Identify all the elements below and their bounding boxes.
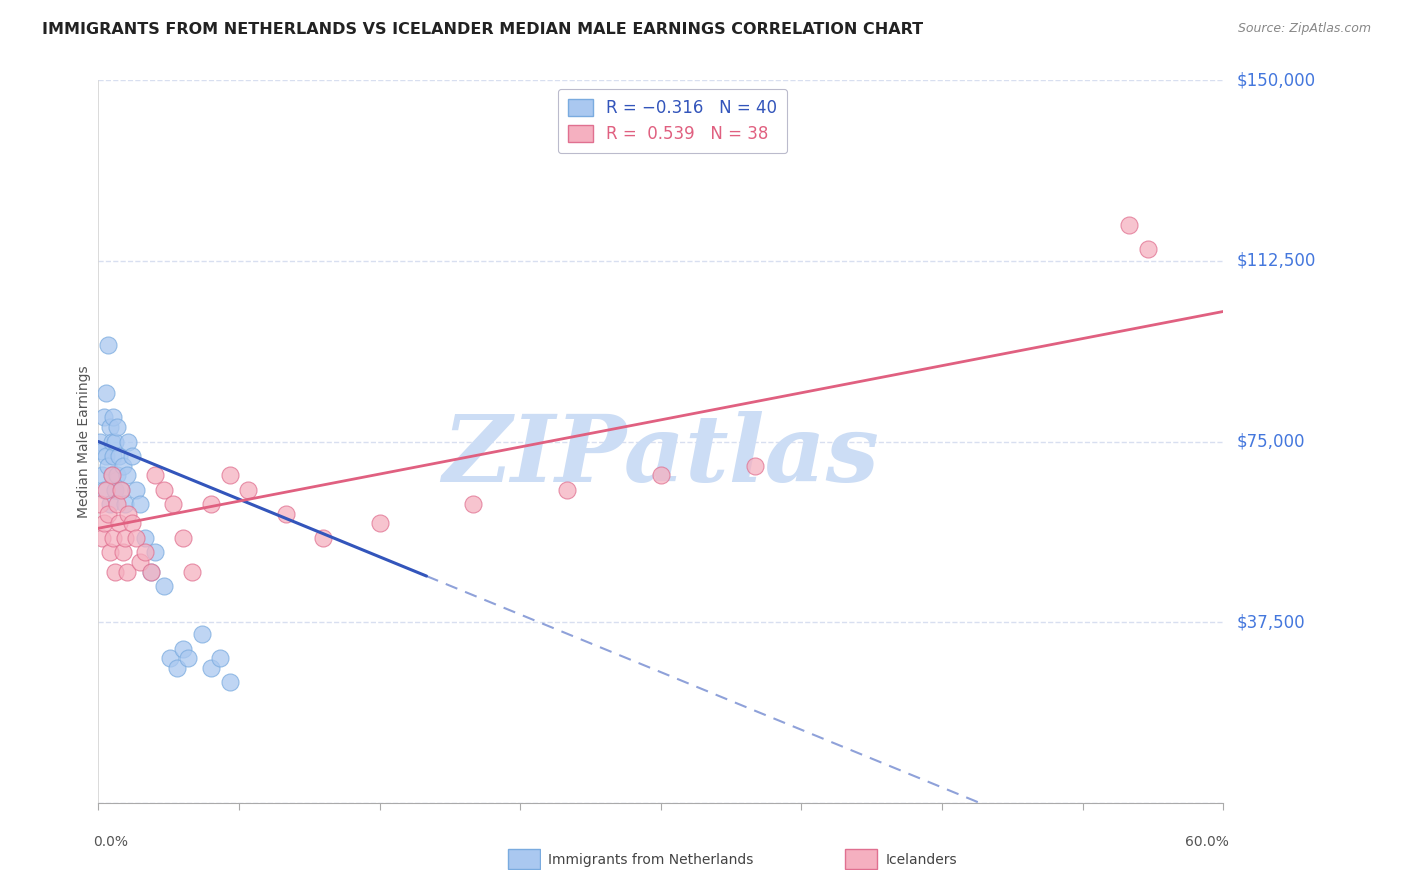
Point — [650, 468, 672, 483]
Point — [111, 458, 134, 473]
Text: $75,000: $75,000 — [1237, 433, 1306, 450]
Point — [97, 338, 120, 352]
Point — [200, 661, 222, 675]
Point — [190, 627, 212, 641]
Legend: R = −0.316   N = 40, R =  0.539   N = 38: R = −0.316 N = 40, R = 0.539 N = 38 — [558, 88, 787, 153]
Point — [105, 497, 128, 511]
Point — [89, 434, 111, 449]
Point — [103, 410, 125, 425]
Point — [114, 531, 136, 545]
Point — [98, 545, 121, 559]
Point — [93, 483, 115, 497]
Point — [162, 497, 184, 511]
Point — [103, 531, 125, 545]
Point — [125, 483, 148, 497]
Point — [94, 449, 117, 463]
Text: ZIPatlas: ZIPatlas — [443, 411, 879, 501]
Point — [94, 483, 117, 497]
Point — [128, 555, 150, 569]
Point — [110, 483, 132, 497]
Point — [115, 565, 138, 579]
Text: Icelanders: Icelanders — [886, 853, 957, 867]
Point — [91, 468, 114, 483]
Point — [121, 449, 143, 463]
Point — [121, 516, 143, 531]
Text: $150,000: $150,000 — [1237, 71, 1316, 89]
Point — [117, 434, 139, 449]
Point — [172, 641, 194, 656]
Text: IMMIGRANTS FROM NETHERLANDS VS ICELANDER MEDIAN MALE EARNINGS CORRELATION CHART: IMMIGRANTS FROM NETHERLANDS VS ICELANDER… — [42, 22, 924, 37]
Text: Immigrants from Netherlands: Immigrants from Netherlands — [548, 853, 754, 867]
FancyBboxPatch shape — [508, 848, 540, 869]
Point — [139, 565, 162, 579]
Point — [1137, 242, 1160, 256]
Point — [104, 483, 127, 497]
Point — [153, 483, 176, 497]
Point — [238, 483, 260, 497]
Point — [143, 545, 166, 559]
Point — [200, 497, 222, 511]
Text: 60.0%: 60.0% — [1185, 835, 1229, 849]
Text: $37,500: $37,500 — [1237, 613, 1306, 632]
Point — [312, 531, 335, 545]
Point — [463, 497, 485, 511]
Point — [218, 675, 240, 690]
Point — [110, 483, 132, 497]
Point — [94, 386, 117, 401]
Point — [172, 531, 194, 545]
Y-axis label: Median Male Earnings: Median Male Earnings — [77, 365, 91, 518]
Text: Source: ZipAtlas.com: Source: ZipAtlas.com — [1237, 22, 1371, 36]
Point — [218, 468, 240, 483]
Point — [100, 468, 122, 483]
Point — [181, 565, 204, 579]
Point — [139, 565, 162, 579]
Point — [105, 420, 128, 434]
Point — [103, 449, 125, 463]
Point — [97, 507, 120, 521]
Point — [209, 651, 232, 665]
Point — [93, 516, 115, 531]
Point — [100, 468, 122, 483]
Point — [134, 531, 156, 545]
Point — [111, 545, 134, 559]
Point — [115, 468, 138, 483]
Point — [100, 434, 122, 449]
Point — [1118, 218, 1140, 232]
Point — [166, 661, 188, 675]
Point — [108, 449, 131, 463]
Point — [368, 516, 391, 531]
Point — [104, 434, 127, 449]
Point — [555, 483, 578, 497]
Point — [143, 468, 166, 483]
FancyBboxPatch shape — [845, 848, 877, 869]
Point — [125, 531, 148, 545]
Point — [108, 516, 131, 531]
Point — [114, 497, 136, 511]
Point — [91, 531, 114, 545]
Text: $112,500: $112,500 — [1237, 252, 1316, 270]
Point — [89, 497, 111, 511]
Point — [744, 458, 766, 473]
Point — [177, 651, 200, 665]
Text: 0.0%: 0.0% — [93, 835, 128, 849]
Point — [159, 651, 181, 665]
Point — [98, 420, 121, 434]
Point — [93, 410, 115, 425]
Point — [105, 468, 128, 483]
Point — [104, 565, 127, 579]
Point — [91, 444, 114, 458]
Point — [153, 579, 176, 593]
Point — [128, 497, 150, 511]
Point — [117, 507, 139, 521]
Point — [98, 497, 121, 511]
Point — [97, 458, 120, 473]
Point — [274, 507, 297, 521]
Point — [134, 545, 156, 559]
